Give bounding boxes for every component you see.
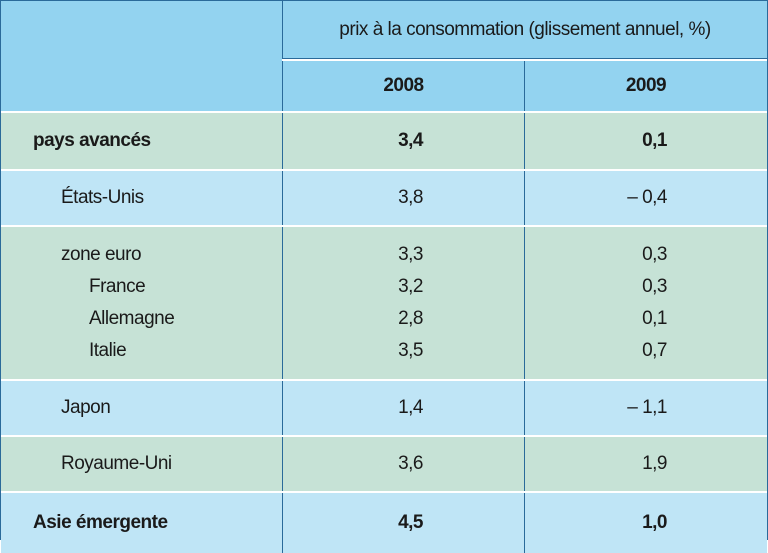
cell-zone-euro-2009: 0,3 xyxy=(642,244,667,265)
cell-etats-unis-2008: 3,8 xyxy=(282,171,524,225)
row-label-japon: Japon xyxy=(1,381,282,435)
col-group-zone-euro-2008: 3,3 3,2 2,8 3,5 xyxy=(282,227,524,379)
row-label-royaume-uni: Royaume-Uni xyxy=(1,437,282,491)
cell-italie-2009: 0,7 xyxy=(642,340,667,361)
cell-japon-2009: – 1,1 xyxy=(524,381,767,435)
row-label-asie-emergente: Asie émergente xyxy=(1,493,282,553)
cell-asie-emergente-2008: 4,5 xyxy=(282,493,524,553)
cell-zone-euro-2008: 3,3 xyxy=(398,244,423,265)
row-label-zone-euro: zone euro xyxy=(61,244,142,265)
header-consumer-prices: prix à la consommation (glissement annue… xyxy=(282,1,767,59)
cell-france-2008: 3,2 xyxy=(398,276,423,297)
cell-royaume-uni-2009: 1,9 xyxy=(524,437,767,491)
header-year-2008: 2008 xyxy=(282,61,524,111)
row-label-france: France xyxy=(89,276,146,297)
col-group-zone-euro-2009: 0,3 0,3 0,1 0,7 xyxy=(524,227,767,379)
cell-pays-avances-2009: 0,1 xyxy=(524,113,767,169)
cell-royaume-uni-2008: 3,6 xyxy=(282,437,524,491)
row-group-zone-euro: zone euro France Allemagne Italie xyxy=(1,227,282,379)
cell-allemagne-2009: 0,1 xyxy=(642,308,667,329)
cell-japon-2008: 1,4 xyxy=(282,381,524,435)
cell-france-2009: 0,3 xyxy=(642,276,667,297)
row-label-italie: Italie xyxy=(89,340,127,361)
cell-allemagne-2008: 2,8 xyxy=(398,308,423,329)
header-corner xyxy=(1,1,282,111)
row-label-allemagne: Allemagne xyxy=(89,308,175,329)
cell-italie-2008: 3,5 xyxy=(398,340,423,361)
cell-asie-emergente-2009: 1,0 xyxy=(524,493,767,553)
row-label-etats-unis: États-Unis xyxy=(1,171,282,225)
cell-pays-avances-2008: 3,4 xyxy=(282,113,524,169)
cell-etats-unis-2009: – 0,4 xyxy=(524,171,767,225)
row-label-pays-avances: pays avancés xyxy=(1,113,282,169)
header-year-2009: 2009 xyxy=(524,61,767,111)
